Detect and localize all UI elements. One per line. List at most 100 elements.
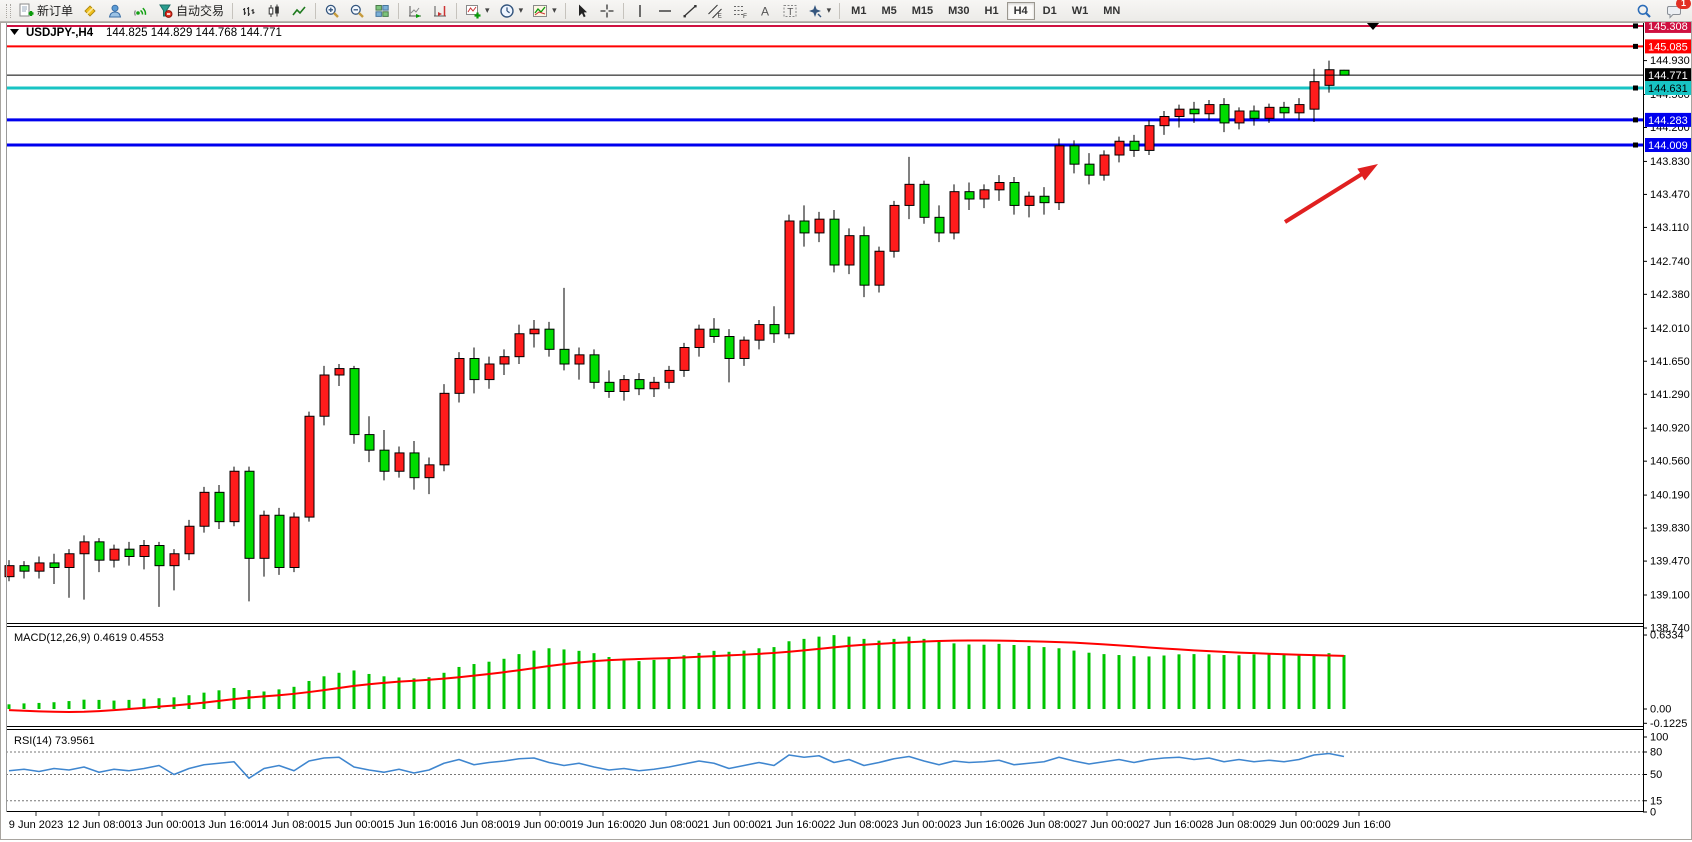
candle — [34, 562, 45, 572]
trend-arrow-head[interactable] — [1357, 164, 1378, 181]
timeframe-d1-button[interactable]: D1 — [1036, 2, 1064, 20]
candle — [184, 525, 195, 555]
hline-handle[interactable] — [1633, 142, 1638, 148]
new-order-button[interactable]: 新订单 — [14, 1, 77, 21]
candle — [1324, 69, 1335, 86]
styler-icon — [84, 4, 96, 17]
candle — [289, 516, 300, 569]
candle — [979, 189, 990, 200]
chevron-down-icon: ▾ — [518, 5, 524, 15]
candle — [1009, 182, 1020, 206]
price-tick-label: 143.110 — [1650, 222, 1689, 234]
chart-window: 144.930 144.560 144.200 143.830 143.470 143.1… — [0, 22, 1692, 842]
timeframe-m1-button[interactable]: M1 — [844, 2, 873, 20]
tile-windows-button[interactable] — [370, 1, 394, 21]
candle — [844, 235, 855, 266]
time-axis-label: 13 Jun 00:00 — [130, 819, 194, 831]
svg-text:T: T — [787, 7, 793, 18]
timeframe-m30-button[interactable]: M30 — [941, 2, 976, 20]
rsi-scale-label: 0 — [1650, 807, 1656, 819]
hline-handle[interactable] — [1633, 43, 1638, 49]
candle — [514, 333, 525, 358]
price-chart[interactable]: 144.930144.560144.200143.830143.470143.1… — [0, 22, 1692, 842]
trend-arrow-shaft[interactable] — [1283, 169, 1368, 224]
auto-trading-button[interactable]: 自动交易 — [153, 1, 228, 21]
label-tool-button[interactable]: T — [778, 1, 802, 21]
candle — [1234, 110, 1245, 124]
candle — [1144, 125, 1155, 151]
chart-styler-button[interactable] — [78, 1, 102, 21]
auto-scroll-button[interactable] — [403, 1, 427, 21]
candle — [829, 218, 840, 266]
price-label: 145.085 — [1648, 41, 1688, 53]
new-order-label: 新订单 — [37, 4, 74, 18]
hline-tool-button[interactable] — [653, 1, 677, 21]
hline-handle[interactable] — [1633, 85, 1638, 91]
candle — [574, 354, 585, 365]
candle — [754, 324, 765, 341]
trendline-tool-button[interactable] — [678, 1, 702, 21]
timeframe-mn-button[interactable]: MN — [1096, 2, 1127, 20]
candle — [949, 191, 960, 234]
channel-tool-button[interactable]: E — [703, 1, 727, 21]
crosshair-button[interactable] — [595, 1, 619, 21]
timeframe-h1-button[interactable]: H1 — [978, 2, 1006, 20]
time-axis-label: 19 Jun 00:00 — [508, 819, 572, 831]
notification-badge: 1 — [1676, 0, 1691, 9]
zoom-in-button[interactable] — [320, 1, 344, 21]
chart-shift-button[interactable] — [428, 1, 452, 21]
time-axis-label: 19 Jun 16:00 — [571, 819, 635, 831]
zoom-out-button[interactable] — [345, 1, 369, 21]
fibonacci-tool-button[interactable]: F — [728, 1, 752, 21]
macd-scale-label: 0.00 — [1650, 704, 1671, 716]
candle — [874, 250, 885, 286]
price-tick-label: 141.650 — [1650, 356, 1690, 368]
text-icon: A — [761, 4, 769, 18]
arrows-tool-button[interactable]: ▾ — [803, 1, 836, 21]
candle — [1219, 104, 1230, 124]
rsi-label: RSI(14) 73.9561 — [14, 735, 95, 747]
timeframe-m15-button[interactable]: M15 — [905, 2, 940, 20]
periods-button[interactable]: ▾ — [495, 1, 528, 21]
cursor-icon — [578, 4, 587, 17]
candle — [664, 369, 675, 383]
triangle-marker[interactable] — [1366, 22, 1380, 30]
timeframe-m5-button[interactable]: M5 — [874, 2, 903, 20]
macd-label: MACD(12,26,9) 0.4619 0.4553 — [14, 632, 164, 644]
candle — [919, 183, 930, 218]
timeframe-w1-button[interactable]: W1 — [1065, 2, 1096, 20]
indicators-icon — [466, 4, 481, 18]
price-label-box — [1645, 80, 1691, 95]
candles-mode-button[interactable] — [262, 1, 286, 21]
chart-menu-icon[interactable] — [10, 29, 19, 35]
bars-mode-button[interactable] — [237, 1, 261, 21]
candle — [394, 452, 405, 472]
vline-tool-button[interactable] — [628, 1, 652, 21]
text-label-icon: T — [783, 4, 797, 18]
templates-button[interactable]: ▾ — [528, 1, 561, 21]
candle — [784, 220, 795, 335]
line-mode-button[interactable] — [287, 1, 311, 21]
candle — [484, 363, 495, 381]
search-button[interactable] — [1632, 1, 1656, 21]
toolbar-separator — [622, 2, 624, 19]
rsi-scale-label: 50 — [1650, 769, 1662, 781]
cursor-button[interactable] — [570, 1, 594, 21]
hline-handle[interactable] — [1633, 117, 1638, 123]
signals-button[interactable] — [128, 1, 152, 21]
candle — [1099, 154, 1110, 176]
notifications-button[interactable]: 1 — [1662, 0, 1691, 21]
candle — [19, 565, 30, 572]
zoom-in-icon — [325, 4, 339, 18]
text-tool-button[interactable]: A — [753, 1, 777, 21]
price-tick-label: 142.380 — [1650, 289, 1690, 301]
indicators-button[interactable]: ▾ — [461, 1, 494, 21]
candle — [724, 336, 735, 360]
timeframe-h4-button[interactable]: H4 — [1006, 1, 1035, 20]
chevron-down-icon: ▾ — [485, 5, 490, 15]
auto-trading-label: 自动交易 — [176, 4, 225, 18]
community-button[interactable] — [103, 1, 127, 21]
chart-title: USDJPY-,H4 — [26, 27, 94, 39]
hline-handle[interactable] — [1633, 23, 1638, 29]
candle — [214, 491, 225, 523]
